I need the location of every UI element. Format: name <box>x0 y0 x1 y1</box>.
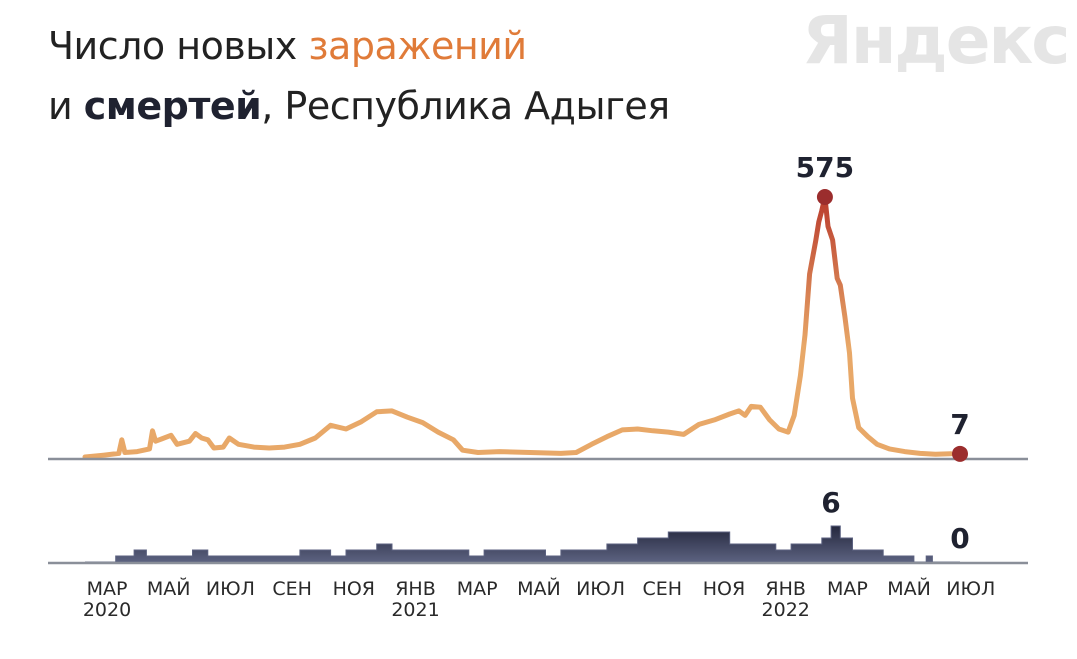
tick-month: ЯНВ <box>395 578 436 600</box>
tick-month: МАЙ <box>147 577 191 600</box>
tick-month: МАР <box>827 578 868 600</box>
title-line-1: Число новых заражений <box>48 16 670 76</box>
tick-month: ИЮЛ <box>576 578 625 600</box>
tick-year: 2020 <box>83 599 131 621</box>
tick-month: ИЮЛ <box>206 578 255 600</box>
tick-month: МАЙ <box>887 577 931 600</box>
value-labels: 575 7 6 0 <box>796 151 970 555</box>
tick-month: ЯНВ <box>765 578 806 600</box>
tick-month: МАР <box>457 578 498 600</box>
title-deaths-word: смертей <box>83 84 262 128</box>
tick-year: 2021 <box>391 599 439 621</box>
title-and: и <box>48 84 84 128</box>
deaths-last-label: 0 <box>950 522 969 555</box>
infections-line <box>82 194 954 460</box>
title-region: , Республика Адыгея <box>261 84 670 128</box>
yandex-logo: Яндекс <box>802 2 1070 79</box>
tick-month: СЕН <box>643 578 683 600</box>
deaths-series <box>85 525 960 563</box>
title-prefix: Число новых <box>48 24 309 68</box>
infections-peak-dot <box>816 189 833 205</box>
tick-month: НОЯ <box>703 578 745 600</box>
title-infections-word: заражений <box>308 24 527 68</box>
tick-month: НОЯ <box>333 578 375 600</box>
infections-last-label: 7 <box>950 408 969 441</box>
infections-series <box>82 194 954 460</box>
tick-month: СЕН <box>272 578 312 600</box>
tick-year: 2022 <box>762 599 810 621</box>
tick-month: МАР <box>87 578 128 600</box>
chart-title: Число новых заражений и смертей, Республ… <box>48 16 670 136</box>
infections-last-dot <box>952 445 968 462</box>
deaths-area <box>85 525 960 563</box>
infections-peak-label: 575 <box>796 151 854 184</box>
tick-month: МАЙ <box>517 577 561 600</box>
tick-month: ИЮЛ <box>946 578 995 600</box>
title-line-2: и смертей, Республика Адыгея <box>48 76 670 136</box>
deaths-peak-label: 6 <box>821 486 840 519</box>
